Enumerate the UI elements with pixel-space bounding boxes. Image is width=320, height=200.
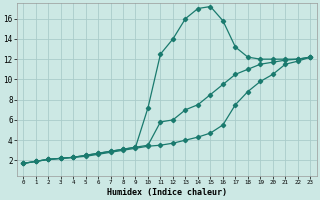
X-axis label: Humidex (Indice chaleur): Humidex (Indice chaleur): [107, 188, 227, 197]
